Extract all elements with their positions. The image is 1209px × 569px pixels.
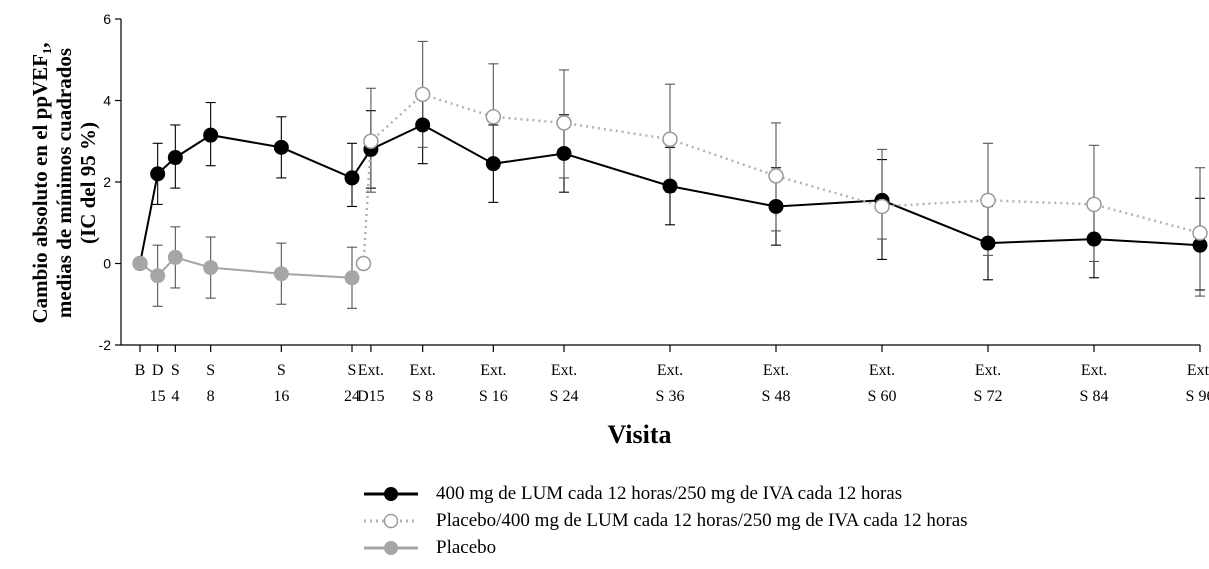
x-tick-label-bottom: S 24 bbox=[550, 388, 579, 405]
legend-label-lum-iva: 400 mg de LUM cada 12 horas/250 mg de IV… bbox=[436, 482, 903, 504]
x-tick-label-top: Ext. bbox=[657, 362, 683, 379]
marker-open bbox=[363, 133, 379, 149]
x-tick-label-bottom: 15 bbox=[150, 388, 166, 405]
marker-filled bbox=[415, 117, 431, 133]
x-tick-label-bottom: D15 bbox=[357, 388, 385, 405]
x-tick-label-bottom: 8 bbox=[207, 388, 215, 405]
y-axis-label: Cambio absoluto en el ppVEF₁, medias de … bbox=[28, 42, 100, 323]
marker-filled bbox=[150, 166, 166, 182]
marker-open bbox=[768, 168, 784, 184]
y-tick-label: -2 bbox=[99, 337, 112, 353]
x-tick-label-top: Ext. bbox=[869, 362, 895, 379]
x-tick-label-bottom: S 96 bbox=[1186, 388, 1209, 405]
x-tick-label-bottom: S 36 bbox=[656, 388, 685, 405]
x-tick-label-bottom: 16 bbox=[273, 388, 289, 405]
marker-filled bbox=[167, 150, 183, 166]
x-tick-label-top: S bbox=[348, 362, 357, 379]
x-tick-label-top: S bbox=[171, 362, 180, 379]
x-tick-label-bottom: S 72 bbox=[974, 388, 1003, 405]
marker-open bbox=[662, 131, 678, 147]
x-axis-label: Visita bbox=[607, 420, 672, 449]
legend-item-placebo: Placebo bbox=[360, 534, 968, 561]
y-tick-label: 4 bbox=[103, 93, 111, 109]
x-tick-label-top: B bbox=[135, 362, 146, 379]
y-tick-label: 2 bbox=[103, 174, 111, 190]
x-tick-label-bottom: 24 bbox=[344, 388, 360, 405]
marker-open bbox=[1192, 225, 1208, 241]
marker-open bbox=[485, 109, 502, 125]
x-tick-label-top: Ext. bbox=[975, 362, 1001, 379]
marker-open bbox=[414, 86, 431, 103]
legend-label-placebo-lum-iva: Placebo/400 mg de LUM cada 12 horas/250 … bbox=[436, 509, 968, 531]
y-axis-label-line-1: Cambio absoluto en el ppVEF₁, bbox=[28, 42, 52, 324]
marker-filled bbox=[273, 266, 289, 282]
marker-filled bbox=[273, 139, 289, 155]
series-markers bbox=[132, 86, 1208, 286]
x-tick-label-top: Ext. bbox=[1081, 362, 1107, 379]
marker-filled bbox=[485, 156, 501, 172]
error-bars bbox=[152, 40, 1205, 309]
x-tick-label-top: Ext. bbox=[410, 362, 436, 379]
series-line bbox=[139, 123, 1201, 264]
x-tick-label-bottom: S 84 bbox=[1080, 388, 1109, 405]
marker-filled bbox=[203, 260, 219, 276]
y-axis-label-line-3: (IC del 95 %) bbox=[76, 122, 100, 244]
legend-item-placebo-lum-iva: Placebo/400 mg de LUM cada 12 horas/250 … bbox=[360, 507, 968, 534]
x-tick-label-bottom: 4 bbox=[171, 388, 179, 405]
marker-filled bbox=[150, 268, 166, 284]
marker-open bbox=[355, 255, 372, 272]
y-tick-label: 0 bbox=[103, 256, 111, 272]
x-tick-label-bottom: S 8 bbox=[412, 388, 433, 405]
legend-label-placebo: Placebo bbox=[436, 536, 497, 558]
marker-open bbox=[556, 115, 572, 131]
marker-open bbox=[1086, 196, 1102, 213]
legend: 400 mg de LUM cada 12 horas/250 mg de IV… bbox=[360, 480, 968, 561]
x-tick-label-top: Ext. bbox=[480, 362, 506, 379]
series-line bbox=[351, 92, 1201, 279]
legend-item-lum-iva: 400 mg de LUM cada 12 horas/250 mg de IV… bbox=[360, 480, 968, 507]
marker-filled bbox=[132, 256, 148, 271]
x-tick-label-top: S bbox=[206, 362, 215, 379]
x-tick-label-bottom: S 60 bbox=[868, 388, 897, 405]
axes bbox=[115, 18, 1201, 352]
y-axis-label-line-2: medias de mínimos cuadrados bbox=[52, 47, 76, 319]
x-tick-label-bottom: S 16 bbox=[479, 388, 508, 405]
marker-filled bbox=[167, 249, 183, 265]
marker-filled bbox=[344, 170, 360, 186]
x-tick-label-top: Ext. bbox=[1187, 362, 1209, 379]
x-tick-label-top: S bbox=[277, 362, 286, 379]
legend-swatch-placebo bbox=[364, 540, 418, 555]
x-tick-label-bottom: S 48 bbox=[762, 388, 791, 405]
marker-filled bbox=[344, 270, 360, 286]
marker-open bbox=[980, 192, 996, 209]
marker-open bbox=[874, 198, 890, 215]
marker-filled bbox=[768, 198, 784, 214]
marker-filled bbox=[662, 178, 678, 194]
marker-filled bbox=[1086, 231, 1102, 247]
x-tick-label-top: Ext. bbox=[763, 362, 789, 379]
legend-swatch-lum-iva bbox=[364, 486, 418, 501]
y-tick-label: 6 bbox=[103, 11, 111, 27]
x-tick-label-top: D bbox=[152, 362, 164, 379]
x-tick-label-top: Ext. bbox=[551, 362, 577, 379]
marker-filled bbox=[1192, 237, 1208, 253]
y-axis-label-wrap: Cambio absoluto en el ppVEF₁, medias de … bbox=[8, 18, 120, 348]
marker-filled bbox=[203, 127, 219, 143]
x-tick-label-top: Ext. bbox=[358, 362, 384, 379]
marker-filled bbox=[556, 145, 572, 161]
legend-swatch-placebo-lum-iva bbox=[364, 513, 418, 528]
marker-filled bbox=[980, 235, 996, 251]
